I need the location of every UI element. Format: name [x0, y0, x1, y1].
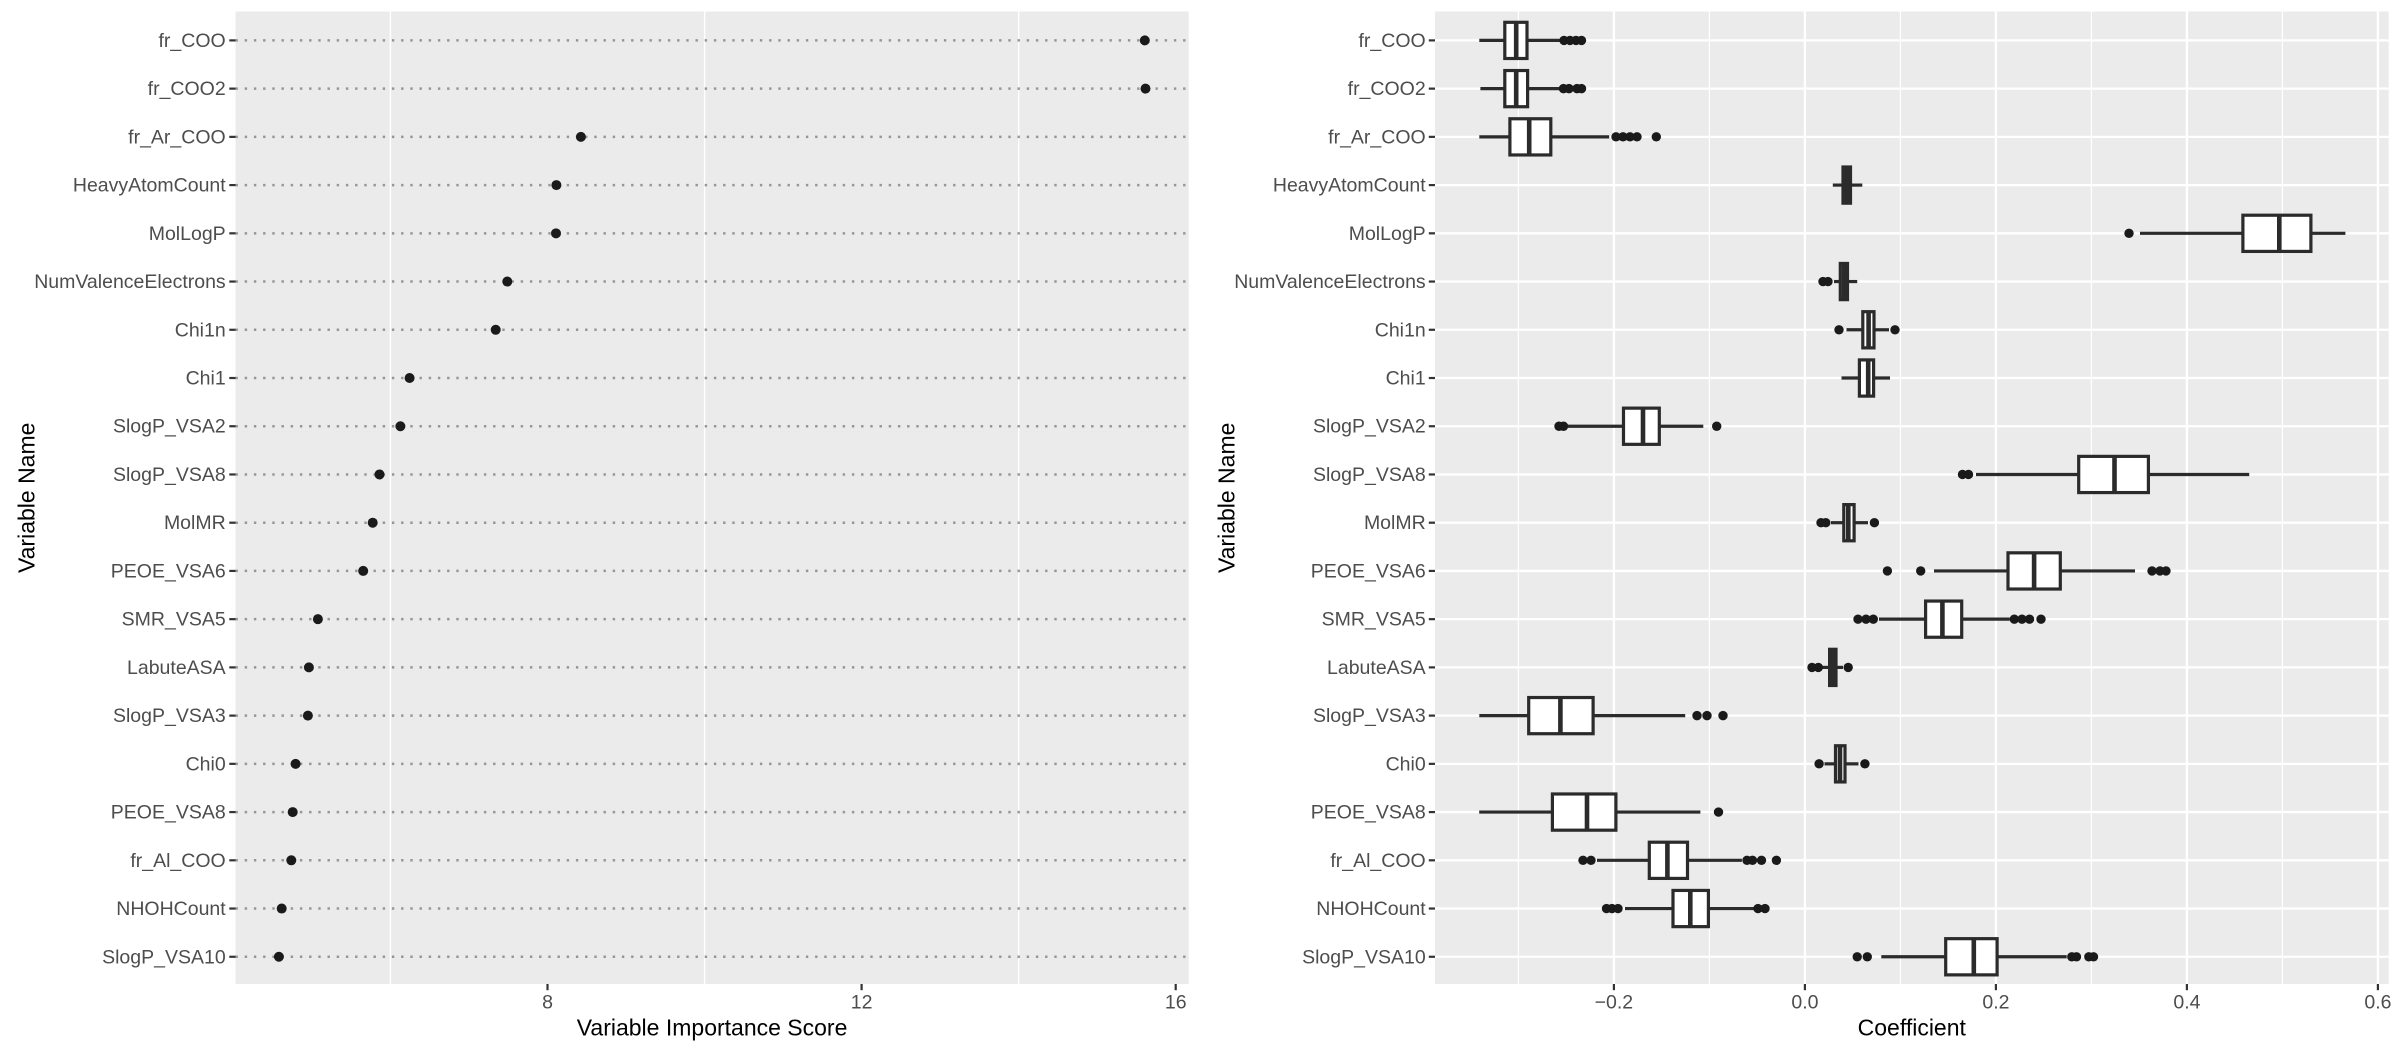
svg-text:fr_COO: fr_COO: [1359, 30, 1426, 52]
svg-text:0.4: 0.4: [2173, 992, 2200, 1014]
svg-text:fr_Ar_COO: fr_Ar_COO: [1328, 126, 1426, 148]
svg-text:PEOE_VSA8: PEOE_VSA8: [111, 802, 226, 824]
svg-text:Chi0: Chi0: [186, 753, 226, 775]
svg-text:PEOE_VSA6: PEOE_VSA6: [1311, 560, 1426, 582]
svg-text:LabuteASA: LabuteASA: [127, 657, 226, 679]
svg-text:SlogP_VSA8: SlogP_VSA8: [113, 464, 226, 486]
svg-text:0.2: 0.2: [1982, 992, 2009, 1014]
svg-text:0.6: 0.6: [2364, 992, 2391, 1014]
svg-text:MolLogP: MolLogP: [149, 223, 226, 245]
svg-text:fr_Al_COO: fr_Al_COO: [1330, 850, 1425, 872]
svg-text:SMR_VSA5: SMR_VSA5: [1322, 609, 1426, 631]
svg-text:8: 8: [542, 992, 553, 1014]
svg-text:fr_COO2: fr_COO2: [1348, 78, 1426, 100]
svg-text:MolLogP: MolLogP: [1349, 223, 1426, 245]
svg-text:SlogP_VSA3: SlogP_VSA3: [113, 705, 226, 727]
svg-text:12: 12: [851, 992, 873, 1014]
svg-text:Chi1: Chi1: [186, 368, 226, 390]
svg-text:Variable Name: Variable Name: [14, 423, 40, 573]
svg-text:HeavyAtomCount: HeavyAtomCount: [1273, 175, 1426, 197]
svg-text:fr_Al_COO: fr_Al_COO: [130, 850, 225, 872]
svg-text:SlogP_VSA3: SlogP_VSA3: [1313, 705, 1426, 727]
svg-text:16: 16: [1165, 992, 1187, 1014]
svg-text:PEOE_VSA6: PEOE_VSA6: [111, 560, 226, 582]
svg-text:MolMR: MolMR: [1364, 512, 1426, 534]
svg-text:NumValenceElectrons: NumValenceElectrons: [1234, 271, 1426, 293]
svg-text:MolMR: MolMR: [164, 512, 226, 534]
svg-text:fr_COO: fr_COO: [159, 30, 226, 52]
svg-text:0.0: 0.0: [1791, 992, 1818, 1014]
svg-text:SlogP_VSA2: SlogP_VSA2: [113, 416, 226, 438]
svg-text:SlogP_VSA8: SlogP_VSA8: [1313, 464, 1426, 486]
svg-text:NHOHCount: NHOHCount: [116, 898, 226, 920]
svg-text:SMR_VSA5: SMR_VSA5: [122, 609, 226, 631]
svg-text:NHOHCount: NHOHCount: [1316, 898, 1426, 920]
svg-text:fr_Ar_COO: fr_Ar_COO: [128, 126, 226, 148]
svg-text:SlogP_VSA2: SlogP_VSA2: [1313, 416, 1426, 438]
svg-text:Chi1: Chi1: [1386, 368, 1426, 390]
svg-text:SlogP_VSA10: SlogP_VSA10: [102, 946, 226, 968]
svg-text:Coefficient: Coefficient: [1858, 1015, 1967, 1041]
svg-text:Chi0: Chi0: [1386, 753, 1426, 775]
svg-text:PEOE_VSA8: PEOE_VSA8: [1311, 802, 1426, 824]
svg-text:fr_COO2: fr_COO2: [148, 78, 226, 100]
svg-text:Variable Name: Variable Name: [1214, 423, 1240, 573]
svg-text:−0.2: −0.2: [1595, 992, 1634, 1014]
svg-text:Variable Importance Score: Variable Importance Score: [577, 1015, 848, 1041]
svg-text:Chi1n: Chi1n: [175, 319, 226, 341]
svg-text:LabuteASA: LabuteASA: [1327, 657, 1426, 679]
svg-text:HeavyAtomCount: HeavyAtomCount: [73, 175, 226, 197]
svg-text:SlogP_VSA10: SlogP_VSA10: [1302, 946, 1426, 968]
svg-text:NumValenceElectrons: NumValenceElectrons: [34, 271, 226, 293]
svg-text:Chi1n: Chi1n: [1375, 319, 1426, 341]
